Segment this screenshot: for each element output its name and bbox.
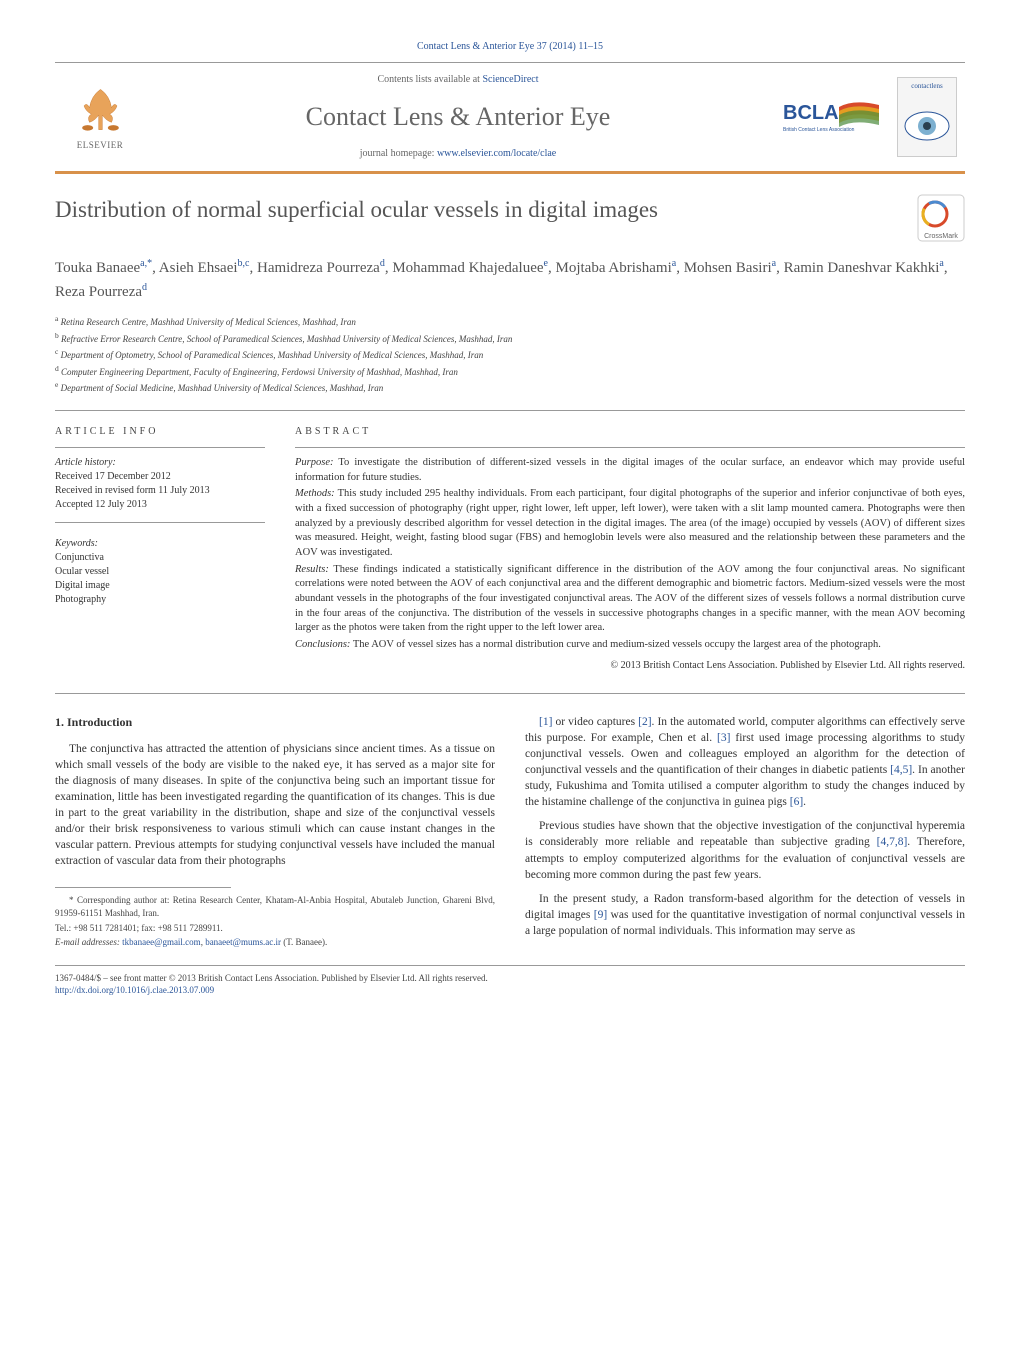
affiliation-item: d Computer Engineering Department, Facul…: [55, 363, 965, 380]
email-tail: (T. Banaee).: [281, 937, 327, 947]
abstract-heading: ABSTRACT: [295, 425, 965, 439]
journal-cover-thumb: contactlens: [897, 77, 957, 157]
history-item: Received 17 December 2012: [55, 470, 265, 484]
journal-header: ELSEVIER Contents lists available at Sci…: [55, 62, 965, 174]
body-paragraph: [1] or video captures [2]. In the automa…: [525, 714, 965, 811]
body-columns: 1. Introduction The conjunctiva has attr…: [55, 714, 965, 951]
abstract-section: Results: These findings indicated a stat…: [295, 563, 965, 636]
history-list: Received 17 December 2012Received in rev…: [55, 470, 265, 512]
elsevier-tree-icon: [73, 82, 128, 137]
citation-link[interactable]: [2]: [638, 716, 651, 728]
elsevier-label: ELSEVIER: [77, 139, 124, 152]
keyword-item: Conjunctiva: [55, 551, 265, 565]
journal-title: Contact Lens & Anterior Eye: [145, 99, 771, 135]
history-item: Received in revised form 11 July 2013: [55, 484, 265, 498]
affiliation-item: e Department of Social Medicine, Mashhad…: [55, 379, 965, 396]
body-paragraph: Previous studies have shown that the obj…: [525, 818, 965, 882]
article-info: ARTICLE INFO Article history: Received 1…: [55, 425, 265, 673]
divider: [55, 447, 265, 448]
sciencedirect-link[interactable]: ScienceDirect: [482, 74, 538, 85]
column-left: 1. Introduction The conjunctiva has attr…: [55, 714, 495, 951]
corresponding-author: * Corresponding author at: Retina Resear…: [55, 894, 495, 919]
email-label: E-mail addresses:: [55, 937, 122, 947]
tel-fax: Tel.: +98 511 7281401; fax: +98 511 7289…: [55, 922, 495, 935]
svg-text:British Contact Lens Associati: British Contact Lens Association: [783, 127, 855, 133]
affiliation-item: a Retina Research Centre, Mashhad Univer…: [55, 313, 965, 330]
divider: [55, 410, 965, 411]
cover-label: contactlens: [898, 78, 956, 96]
homepage-link[interactable]: www.elsevier.com/locate/clae: [437, 148, 556, 159]
homepage-prefix: journal homepage:: [360, 148, 437, 159]
email-link-2[interactable]: banaeet@mums.ac.ir: [205, 937, 281, 947]
footnote-separator: [55, 887, 231, 888]
front-matter: 1367-0484/$ – see front matter © 2013 Br…: [55, 972, 965, 985]
article-title: Distribution of normal superficial ocula…: [55, 194, 905, 226]
section-number: 1.: [55, 715, 64, 729]
running-head: Contact Lens & Anterior Eye 37 (2014) 11…: [55, 40, 965, 54]
elsevier-logo: ELSEVIER: [55, 63, 145, 171]
bottom-bar: 1367-0484/$ – see front matter © 2013 Br…: [55, 965, 965, 997]
abstract-section: Methods: This study included 295 healthy…: [295, 487, 965, 560]
keyword-item: Digital image: [55, 579, 265, 593]
history-item: Accepted 12 July 2013: [55, 498, 265, 512]
email-link-1[interactable]: tkbanaee@gmail.com: [122, 937, 201, 947]
keywords-list: ConjunctivaOcular vesselDigital imagePho…: [55, 551, 265, 607]
affiliation-item: c Department of Optometry, School of Par…: [55, 346, 965, 363]
citation-link[interactable]: [4,5]: [890, 764, 912, 776]
affiliations: a Retina Research Centre, Mashhad Univer…: [55, 313, 965, 396]
section-title: Introduction: [67, 715, 132, 729]
citation-link[interactable]: [4,7,8]: [877, 836, 908, 848]
abstract-section: Conclusions: The AOV of vessel sizes has…: [295, 638, 965, 653]
citation-link[interactable]: [9]: [594, 909, 607, 921]
column-right: [1] or video captures [2]. In the automa…: [525, 714, 965, 951]
abstract-section: Purpose: To investigate the distribution…: [295, 456, 965, 485]
section-heading: 1. Introduction: [55, 714, 495, 731]
divider: [295, 447, 965, 448]
footnotes: * Corresponding author at: Retina Resear…: [55, 894, 495, 948]
svg-text:CrossMark: CrossMark: [924, 233, 958, 240]
journal-homepage: journal homepage: www.elsevier.com/locat…: [145, 147, 771, 161]
authors: Touka Banaeea,*, Asieh Ehsaeib,c, Hamidr…: [55, 256, 965, 303]
citation-link[interactable]: [1]: [539, 716, 552, 728]
abstract-copyright: © 2013 British Contact Lens Association.…: [295, 659, 965, 673]
bcla-logo: BCLA British Contact Lens Association: [779, 97, 889, 137]
affiliation-item: b Refractive Error Research Centre, Scho…: [55, 330, 965, 347]
keyword-item: Ocular vessel: [55, 565, 265, 579]
citation-link[interactable]: [6]: [790, 796, 803, 808]
history-label: Article history:: [55, 456, 265, 470]
contents-prefix: Contents lists available at: [377, 74, 482, 85]
body-paragraph: In the present study, a Radon transform-…: [525, 891, 965, 939]
email-line: E-mail addresses: tkbanaee@gmail.com, ba…: [55, 936, 495, 949]
article-info-heading: ARTICLE INFO: [55, 425, 265, 439]
cover-eye-icon: [898, 96, 956, 151]
crossmark-icon[interactable]: CrossMark: [917, 194, 965, 242]
svg-text:BCLA: BCLA: [783, 102, 839, 124]
body-paragraph: The conjunctiva has attracted the attent…: [55, 741, 495, 870]
contents-line: Contents lists available at ScienceDirec…: [145, 73, 771, 87]
abstract: ABSTRACT Purpose: To investigate the dis…: [295, 425, 965, 673]
divider: [55, 693, 965, 694]
keyword-item: Photography: [55, 593, 265, 607]
keywords-label: Keywords:: [55, 537, 265, 551]
citation-link[interactable]: [3]: [717, 732, 730, 744]
doi-link[interactable]: http://dx.doi.org/10.1016/j.clae.2013.07…: [55, 985, 214, 995]
